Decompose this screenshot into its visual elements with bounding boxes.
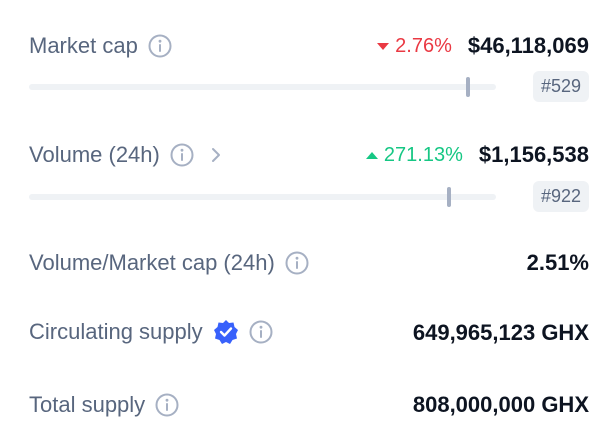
verified-badge-icon bbox=[213, 320, 238, 344]
vol-mcap-label: Volume/Market cap (24h) bbox=[29, 250, 275, 275]
total-supply-value: 808,000,000 GHX bbox=[412, 392, 589, 417]
info-icon[interactable] bbox=[249, 320, 273, 344]
market-cap-rank-thumb bbox=[466, 77, 470, 97]
market-cap-value-group: 2.76% $46,118,069 bbox=[377, 33, 589, 59]
chevron-right-icon[interactable] bbox=[208, 146, 224, 164]
volume-value: $1,156,538 bbox=[478, 142, 589, 167]
volume-value-group: 271.13% $1,156,538 bbox=[365, 142, 589, 168]
market-cap-change-value: 2.76% bbox=[395, 34, 452, 57]
caret-up-icon bbox=[365, 151, 378, 159]
volume-label: Volume (24h) bbox=[29, 142, 160, 167]
total-supply-label-group: Total supply bbox=[29, 392, 179, 418]
market-cap-rank-bar bbox=[29, 77, 496, 97]
volume-change-value: 271.13% bbox=[383, 143, 463, 166]
circulating-value: 649,965,123 GHX bbox=[412, 320, 589, 345]
market-cap-value: $46,118,069 bbox=[467, 33, 589, 58]
circulating-label-group: Circulating supply bbox=[29, 319, 273, 345]
market-cap-label: Market cap bbox=[29, 33, 138, 58]
circulating-label: Circulating supply bbox=[29, 319, 203, 344]
info-icon[interactable] bbox=[148, 34, 172, 58]
caret-down-icon bbox=[377, 42, 390, 50]
market-cap-change: 2.76% bbox=[377, 35, 452, 58]
total-supply-label: Total supply bbox=[29, 392, 146, 417]
vol-mcap-value: 2.51% bbox=[526, 250, 589, 275]
volume-rank-thumb bbox=[447, 187, 451, 207]
volume-rank-bar bbox=[29, 187, 496, 207]
info-icon[interactable] bbox=[170, 143, 194, 167]
info-icon[interactable] bbox=[155, 393, 179, 417]
info-icon[interactable] bbox=[285, 251, 309, 275]
vol-mcap-label-group: Volume/Market cap (24h) bbox=[29, 250, 309, 276]
volume-change: 271.13% bbox=[365, 143, 463, 167]
market-cap-rank: #529 bbox=[532, 71, 589, 102]
volume-label-group: Volume (24h) bbox=[29, 142, 224, 168]
market-cap-label-group: Market cap bbox=[29, 33, 172, 59]
volume-rank: #922 bbox=[532, 181, 589, 212]
